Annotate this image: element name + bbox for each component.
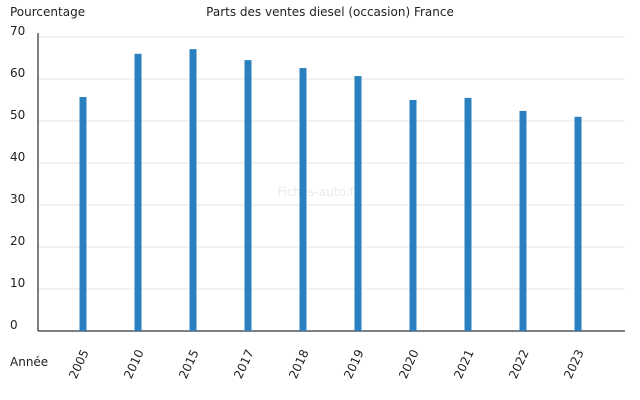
x-tick-label: 2017 <box>231 347 257 381</box>
bar <box>189 49 197 332</box>
bar <box>354 76 362 331</box>
x-tick-label: 2015 <box>176 347 202 381</box>
bar <box>574 116 582 331</box>
y-tick-label: 0 <box>10 318 18 332</box>
y-tick-label: 70 <box>10 24 25 38</box>
y-tick-label: 60 <box>10 66 25 80</box>
y-tick-label: 10 <box>10 276 25 290</box>
bar <box>519 110 527 331</box>
x-tick-label: 2010 <box>121 347 147 381</box>
y-tick-label: 20 <box>10 234 25 248</box>
x-tick-label: 2022 <box>506 347 532 381</box>
y-tick-label: 30 <box>10 192 25 206</box>
x-tick-label: 2020 <box>396 347 422 381</box>
chart-title: Parts des ventes diesel (occasion) Franc… <box>206 5 454 19</box>
x-tick-label: 2019 <box>341 347 367 381</box>
x-tick-label: 2018 <box>286 347 312 381</box>
bar <box>299 68 307 331</box>
bar <box>244 60 252 331</box>
x-axis-label: Année <box>10 355 48 369</box>
bar <box>79 97 87 331</box>
bar <box>134 53 142 332</box>
x-tick-label: 2005 <box>66 347 92 381</box>
y-tick-label: 50 <box>10 108 25 122</box>
watermark: Fiches-auto.fr <box>277 185 358 199</box>
y-tick-label: 40 <box>10 150 25 164</box>
x-tick-label: 2021 <box>451 347 477 381</box>
y-axis-label: Pourcentage <box>10 5 85 19</box>
bar <box>409 100 417 331</box>
bar <box>464 97 472 332</box>
x-tick-label: 2023 <box>561 347 587 381</box>
